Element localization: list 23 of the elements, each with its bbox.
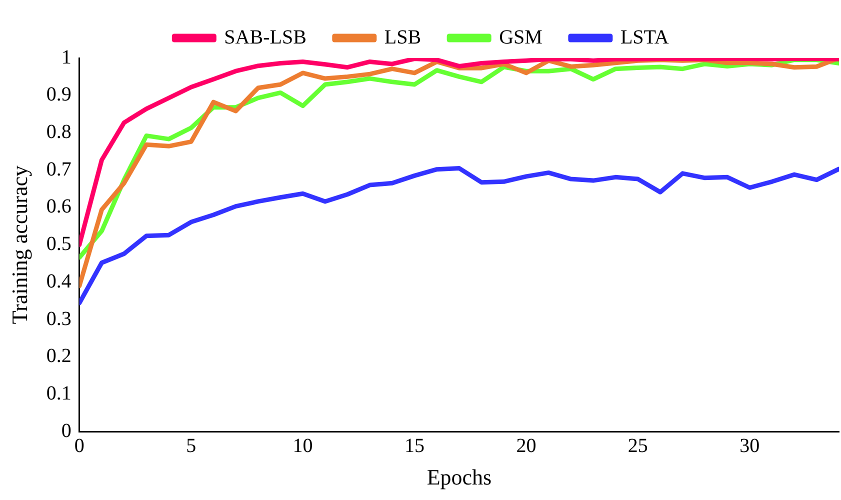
y-tick-label: 0.6 — [46, 196, 72, 218]
legend-label: SAB-LSB — [224, 26, 306, 48]
y-tick-label: 0.4 — [46, 270, 72, 292]
x-tick-label: 25 — [628, 434, 648, 457]
x-axis-title: Epochs — [426, 464, 492, 490]
legend-label: GSM — [499, 26, 543, 48]
y-tick-label: 0.7 — [46, 158, 72, 180]
y-tick-label: 0.3 — [46, 308, 72, 330]
x-tick-label: 30 — [740, 434, 760, 457]
y-tick-label: 0.1 — [46, 382, 72, 404]
x-tick-label: 20 — [516, 434, 536, 457]
legend-label: LSTA — [620, 26, 670, 48]
y-tick-label: 0.9 — [46, 84, 72, 106]
x-tick-label: 5 — [186, 434, 196, 457]
y-axis-title: Training accuracy — [6, 165, 32, 324]
legend-label: LSB — [384, 26, 422, 48]
y-tick-label: 1 — [61, 46, 72, 68]
x-tick-label: 10 — [292, 434, 313, 457]
y-tick-label: 0.2 — [46, 345, 72, 368]
y-tick-label: 0 — [61, 420, 72, 442]
y-tick-label: 0.5 — [46, 233, 72, 256]
y-tick-label: 0.8 — [46, 120, 72, 143]
x-tick-label: 15 — [404, 434, 425, 457]
